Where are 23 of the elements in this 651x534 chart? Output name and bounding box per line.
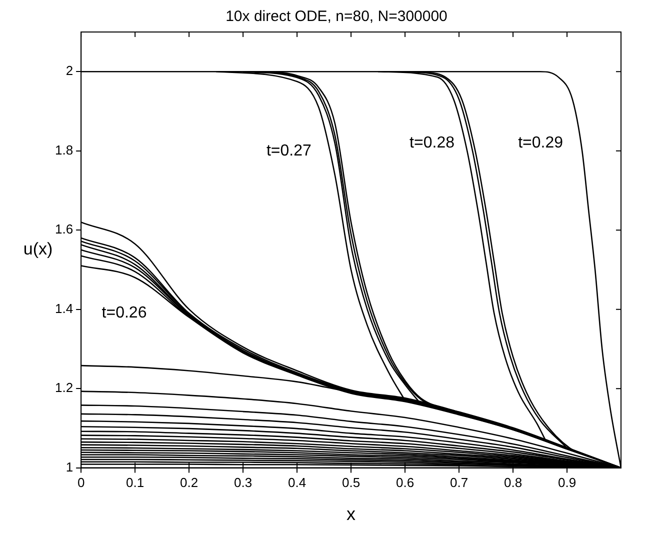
y-tick-label: 1.4 <box>54 300 74 316</box>
x-tick-label: 0.4 <box>288 475 306 490</box>
y-tick-label: 1.2 <box>54 380 74 396</box>
x-tick-label: 0.1 <box>126 475 144 490</box>
annotation: t=0.26 <box>102 304 147 322</box>
x-tick-label: 0.9 <box>558 475 576 490</box>
x-tick-label: 0.5 <box>342 475 360 490</box>
x-tick-label: 0.8 <box>504 475 522 490</box>
y-tick-label: 1.6 <box>54 222 74 237</box>
x-axis-title: x <box>346 504 356 524</box>
x-tick-label: 0.3 <box>234 475 252 490</box>
x-tick-label: 0.2 <box>180 475 198 490</box>
annotation: t=0.29 <box>518 134 564 152</box>
x-tick-label: 0.6 <box>396 475 414 490</box>
y-tick-label: 2 <box>66 63 74 78</box>
chart-title: 10x direct ODE, n=80, N=300000 <box>226 8 448 26</box>
x-tick-label: 0.7 <box>450 475 468 490</box>
x-tick-label: 0 <box>77 475 85 490</box>
y-axis-title: u(x) <box>23 240 53 259</box>
annotation: t=0.27 <box>266 142 312 160</box>
annotation: t=0.28 <box>410 134 455 152</box>
y-tick-label: 1.8 <box>54 142 74 158</box>
y-tick-label: 1 <box>66 459 74 474</box>
